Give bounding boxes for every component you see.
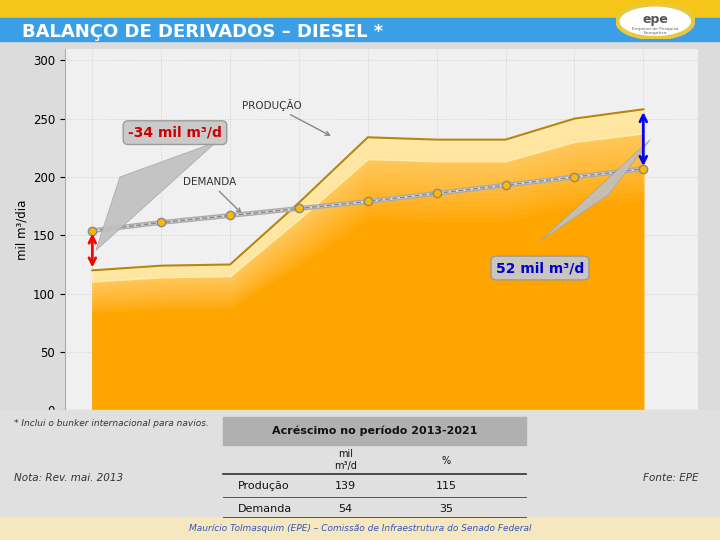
Text: * Inclui o bunker internacional para navios.: * Inclui o bunker internacional para nav… xyxy=(14,420,210,428)
Text: Nota: Rev. mai. 2013: Nota: Rev. mai. 2013 xyxy=(14,473,124,483)
Text: DEMANDA: DEMANDA xyxy=(183,177,240,212)
Bar xyxy=(0,18,720,40)
Text: 35: 35 xyxy=(439,504,454,514)
Text: mil: mil xyxy=(338,449,353,460)
Text: Produção: Produção xyxy=(238,481,289,490)
Circle shape xyxy=(617,4,693,38)
Bar xyxy=(0,517,720,540)
Text: %: % xyxy=(442,456,451,466)
Y-axis label: mil m³/dia: mil m³/dia xyxy=(16,199,29,260)
Text: Empresa de Pesquisa
Energética: Empresa de Pesquisa Energética xyxy=(632,27,678,36)
Text: -34 mil m³/d: -34 mil m³/d xyxy=(128,126,222,140)
Text: 115: 115 xyxy=(436,481,457,490)
Bar xyxy=(223,417,526,445)
Text: Acréscimo no período 2013-2021: Acréscimo no período 2013-2021 xyxy=(271,426,477,436)
Text: m³/d: m³/d xyxy=(334,461,357,471)
Text: Maurício Tolmasquim (EPE) – Comissão de Infraestrutura do Senado Federal: Maurício Tolmasquim (EPE) – Comissão de … xyxy=(189,524,531,533)
Text: BALANÇO DE DERIVADOS – DIESEL *: BALANÇO DE DERIVADOS – DIESEL * xyxy=(22,23,383,40)
Text: epe: epe xyxy=(642,13,668,26)
Text: Demanda: Demanda xyxy=(238,504,292,514)
Text: 139: 139 xyxy=(335,481,356,490)
Text: 54: 54 xyxy=(338,504,353,514)
Bar xyxy=(0,0,720,18)
Text: 52 mil m³/d: 52 mil m³/d xyxy=(496,261,584,275)
Text: Fonte: EPE: Fonte: EPE xyxy=(643,473,698,483)
Polygon shape xyxy=(540,140,650,241)
Polygon shape xyxy=(96,142,216,251)
Bar xyxy=(0,410,720,517)
Text: PRODUÇÃO: PRODUÇÃO xyxy=(241,99,330,136)
